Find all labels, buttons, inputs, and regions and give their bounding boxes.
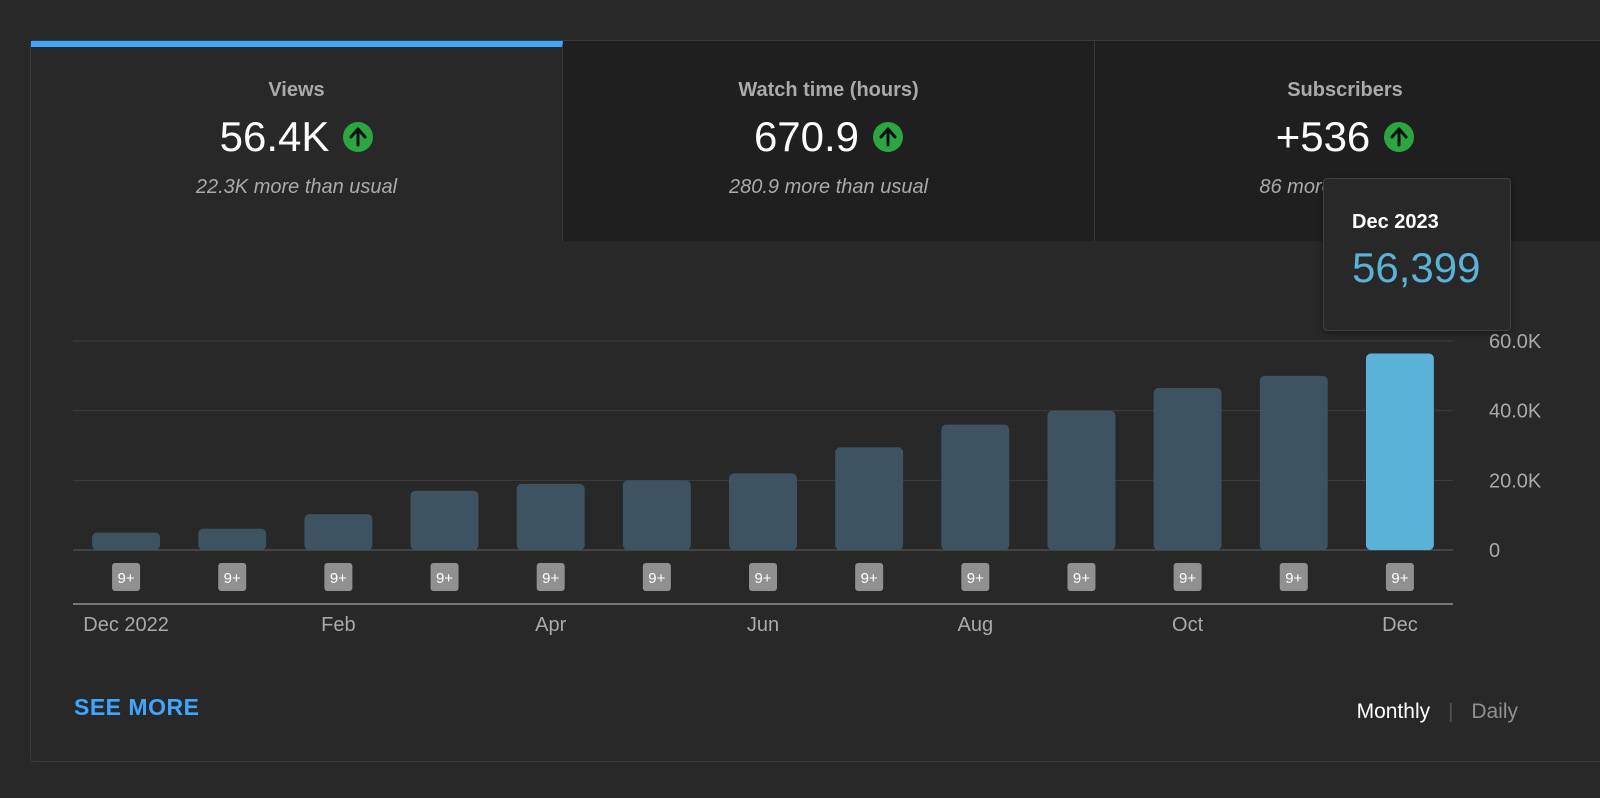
y-tick-label: 40.0K — [1489, 401, 1542, 423]
bar-badge — [536, 563, 565, 591]
bar-badge-label: 9+ — [224, 570, 241, 587]
metric-value: 670.9 — [753, 113, 860, 160]
arrow-up-icon — [343, 122, 374, 152]
bar-badge — [324, 563, 353, 591]
bar-badge — [218, 563, 247, 591]
y-tick-label: 60.0K — [1489, 331, 1542, 353]
granularity-divider: | — [1448, 700, 1454, 723]
chart-bar — [1047, 410, 1116, 550]
see-more-link[interactable]: SEE MORE — [74, 694, 200, 720]
tooltip-value: 56,399 — [1352, 244, 1481, 291]
bar-badge — [430, 563, 459, 591]
chart-bar — [92, 532, 161, 550]
chart-bar — [835, 447, 904, 550]
bar-badge-label: 9+ — [1285, 570, 1302, 587]
metric-tab-watch-time[interactable]: Watch time (hours) 670.9 280.9 more than… — [563, 41, 1095, 241]
chart-bar — [516, 483, 585, 550]
arrow-up-icon — [873, 122, 904, 152]
metric-label: Watch time (hours) — [738, 79, 919, 101]
chart-tooltip: Dec 2023 56,399 — [1323, 178, 1511, 331]
granularity-monthly[interactable]: Monthly — [1356, 700, 1431, 723]
bar-badge-label: 9+ — [436, 570, 453, 587]
analytics-card: Views 56.4K 22.3K more than usual Watch … — [30, 40, 1600, 762]
bar-badge — [642, 563, 671, 591]
x-tick-label: Oct — [1172, 614, 1204, 636]
metric-tab-views[interactable]: Views 56.4K 22.3K more than usual — [31, 41, 563, 241]
bar-badge — [112, 563, 141, 591]
metric-label: Views — [268, 79, 325, 101]
chart-bar — [1153, 388, 1222, 550]
bar-badge-label: 9+ — [861, 570, 878, 587]
tooltip-date: Dec 2023 — [1352, 211, 1439, 233]
bar-badge-label: 9+ — [542, 570, 559, 587]
x-tick-label: Aug — [958, 614, 994, 636]
arrow-up-icon — [1384, 122, 1415, 152]
granularity-toggle: Monthly | Daily — [1357, 700, 1518, 724]
bar-badge-label: 9+ — [1073, 570, 1090, 587]
chart-bar — [410, 490, 479, 550]
bar-badge-label: 9+ — [118, 570, 135, 587]
metric-label: Subscribers — [1287, 79, 1403, 101]
metric-value: 56.4K — [219, 113, 330, 160]
x-tick-label: Feb — [321, 614, 355, 636]
bar-badge-label: 9+ — [967, 570, 984, 587]
chart-bar — [729, 473, 797, 550]
chart-bar — [1365, 353, 1434, 550]
bar-badge-label: 9+ — [330, 570, 347, 587]
metric-value: +536 — [1275, 113, 1371, 160]
bar-badge-label: 9+ — [1179, 570, 1196, 587]
bar-badge-label: 9+ — [1391, 570, 1408, 587]
granularity-daily[interactable]: Daily — [1471, 700, 1518, 723]
chart-bar — [1259, 375, 1328, 550]
chart-bar — [198, 528, 267, 550]
metric-subtext: 280.9 more than usual — [728, 176, 929, 198]
chart-bar — [941, 424, 1010, 550]
bar-badge — [855, 563, 884, 591]
y-tick-label: 20.0K — [1489, 470, 1542, 492]
x-tick-label: Dec — [1382, 614, 1418, 636]
bar-badge — [749, 563, 777, 591]
bar-badge — [1385, 563, 1414, 591]
x-tick-label: Dec 2022 — [83, 614, 169, 636]
bar-badge-label: 9+ — [648, 570, 665, 587]
bar-badge — [1279, 563, 1308, 591]
bar-badge — [961, 563, 990, 591]
y-tick-label: 0 — [1489, 540, 1500, 562]
x-tick-label: Jun — [747, 614, 779, 636]
bar-badge — [1173, 563, 1202, 591]
bar-badge-label: 9+ — [754, 570, 771, 587]
chart-bar — [304, 514, 373, 550]
x-tick-label: Apr — [535, 614, 566, 636]
chart-bar — [622, 480, 691, 550]
metric-subtext: 22.3K more than usual — [195, 176, 398, 198]
bar-badge — [1067, 563, 1096, 591]
